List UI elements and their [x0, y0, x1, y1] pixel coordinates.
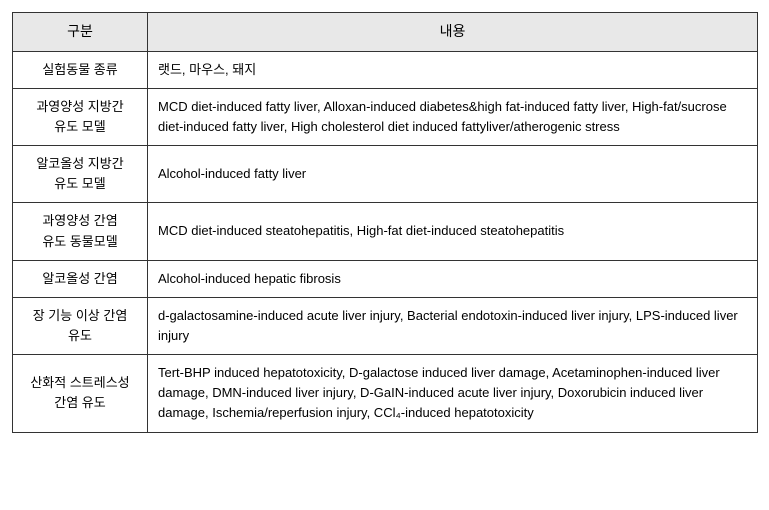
row-content: Alcohol-induced hepatic fibrosis — [148, 260, 758, 297]
table-row: 알코올성 지방간유도 모델 Alcohol-induced fatty live… — [13, 146, 758, 203]
row-content: Alcohol-induced fatty liver — [148, 146, 758, 203]
header-row: 구분 내용 — [13, 13, 758, 52]
table-row: 알코올성 간염 Alcohol-induced hepatic fibrosis — [13, 260, 758, 297]
row-category: 알코올성 지방간유도 모델 — [13, 146, 148, 203]
row-content: 랫드, 마우스, 돼지 — [148, 51, 758, 88]
table-row: 과영양성 지방간유도 모델 MCD diet-induced fatty liv… — [13, 88, 758, 145]
row-category: 산화적 스트레스성간염 유도 — [13, 355, 148, 432]
header-category: 구분 — [13, 13, 148, 52]
row-content: Tert-BHP induced hepatotoxicity, D-galac… — [148, 355, 758, 432]
row-category: 과영양성 지방간유도 모델 — [13, 88, 148, 145]
row-content: d-galactosamine-induced acute liver inju… — [148, 297, 758, 354]
row-category: 알코올성 간염 — [13, 260, 148, 297]
row-content: MCD diet-induced fatty liver, Alloxan-in… — [148, 88, 758, 145]
table-row: 산화적 스트레스성간염 유도 Tert-BHP induced hepatoto… — [13, 355, 758, 432]
row-category: 실험동물 종류 — [13, 51, 148, 88]
row-category: 장 기능 이상 간염유도 — [13, 297, 148, 354]
row-category: 과영양성 간염유도 동물모델 — [13, 203, 148, 260]
table-row: 과영양성 간염유도 동물모델 MCD diet-induced steatohe… — [13, 203, 758, 260]
header-content: 내용 — [148, 13, 758, 52]
liver-model-table: 구분 내용 실험동물 종류 랫드, 마우스, 돼지 과영양성 지방간유도 모델 … — [12, 12, 758, 433]
table-row: 실험동물 종류 랫드, 마우스, 돼지 — [13, 51, 758, 88]
table-row: 장 기능 이상 간염유도 d-galactosamine-induced acu… — [13, 297, 758, 354]
row-content: MCD diet-induced steatohepatitis, High-f… — [148, 203, 758, 260]
